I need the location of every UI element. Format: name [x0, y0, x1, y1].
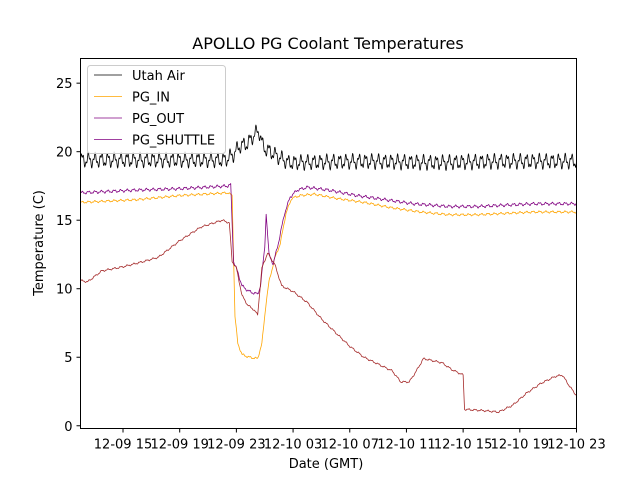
legend-box [87, 65, 226, 154]
series-line-pg-out [80, 183, 577, 295]
y-tick-label: 0 [64, 420, 72, 435]
x-tick-label: 12-10 19 [491, 438, 549, 453]
y-tick-label: 20 [56, 146, 73, 161]
x-tick-label: 12-10 15 [434, 438, 492, 453]
series-line-pg-in [80, 191, 577, 360]
x-tick-label: 12-10 07 [321, 438, 379, 453]
y-tick-label: 25 [56, 77, 73, 92]
legend: Utah Air PG_IN PG_OUT PG_SHUTTLE [87, 65, 226, 154]
y-tick-label: 5 [64, 351, 72, 366]
x-tick-label: 12-10 23 [547, 438, 605, 453]
x-tick-label: 12-10 11 [377, 438, 435, 453]
x-tick-label: 12-10 03 [264, 438, 322, 453]
y-tick-label: 15 [56, 214, 73, 229]
series-line-pg-shuttle [80, 219, 577, 414]
y-tick-label: 10 [56, 283, 73, 298]
chart-title: APOLLO PG Coolant Temperatures [192, 34, 463, 53]
x-tick-label: 12-09 19 [150, 438, 208, 453]
y-axis-label: Temperature (C) [32, 190, 47, 297]
legend-label-utah-air: Utah Air [132, 69, 185, 84]
x-tick-label: 12-09 15 [94, 438, 152, 453]
series-layer [80, 124, 577, 414]
legend-label-pg-in: PG_IN [132, 91, 170, 106]
series-line-utah-air [80, 124, 577, 171]
legend-label-pg-shuttle: PG_SHUTTLE [132, 134, 215, 149]
plot-frame [80, 58, 577, 429]
x-tick-label: 12-09 23 [207, 438, 265, 453]
x-axis-label: Date (GMT) [289, 457, 364, 472]
legend-label-pg-out: PG_OUT [132, 112, 184, 127]
